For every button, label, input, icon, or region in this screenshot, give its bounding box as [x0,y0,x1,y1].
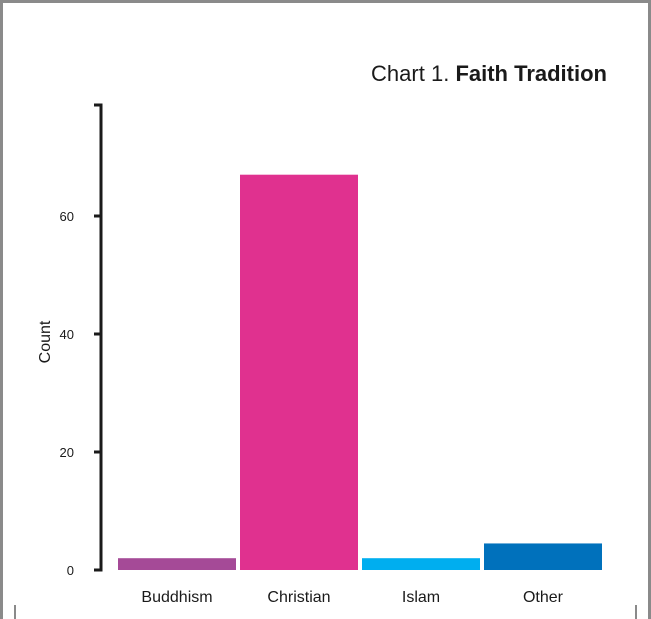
y-tick-label: 40 [60,327,74,342]
y-tick-label: 60 [60,209,74,224]
chart-title-main: Faith Tradition [455,61,607,86]
x-tick-label: Islam [402,589,440,606]
chart-title-prefix: Chart 1. [371,61,450,86]
x-tick-label: Buddhism [141,589,212,606]
x-tick-label: Christian [267,589,330,606]
chart-title: Chart 1. Faith Tradition [371,61,607,87]
bar-buddhism [118,558,236,570]
x-tick-label: Other [523,589,564,606]
y-tick-label: 20 [60,445,74,460]
bar-other [484,543,602,570]
y-axis: 0 20 40 60 Count [37,103,103,578]
x-tick-labels: Buddhism Christian Islam Other [141,589,563,606]
bars [118,174,602,570]
y-axis-label: Count [37,320,54,363]
y-tick-label: 0 [67,563,74,578]
bar-islam [362,558,480,570]
bar-christian [240,174,358,570]
